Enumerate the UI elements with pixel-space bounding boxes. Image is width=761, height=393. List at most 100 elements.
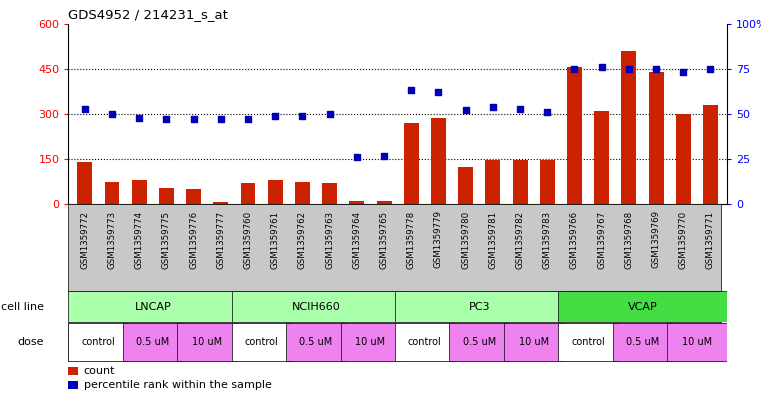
Bar <box>486 160 500 204</box>
Text: GSM1359782: GSM1359782 <box>515 210 524 268</box>
Text: 0.5 uM: 0.5 uM <box>299 337 333 347</box>
Bar <box>159 188 174 204</box>
Bar <box>458 167 473 204</box>
Bar <box>449 323 509 361</box>
Text: dose: dose <box>18 337 44 347</box>
Text: 0.5 uM: 0.5 uM <box>463 337 496 347</box>
Point <box>596 64 608 70</box>
Point <box>269 113 282 119</box>
Text: percentile rank within the sample: percentile rank within the sample <box>84 380 272 390</box>
Bar <box>295 182 310 204</box>
Point <box>460 107 472 114</box>
Bar <box>268 180 282 204</box>
Text: 10 uM: 10 uM <box>682 337 712 347</box>
Text: GSM1359778: GSM1359778 <box>406 210 416 268</box>
Bar <box>286 323 346 361</box>
Text: 0.5 uM: 0.5 uM <box>626 337 659 347</box>
Bar <box>567 67 582 204</box>
Bar <box>340 323 400 361</box>
Bar <box>68 291 237 322</box>
Bar <box>404 123 419 204</box>
Point <box>487 104 499 110</box>
Bar <box>78 162 92 204</box>
Text: 10 uM: 10 uM <box>355 337 386 347</box>
Bar <box>540 160 555 204</box>
Bar <box>648 72 664 204</box>
Point <box>78 105 91 112</box>
Bar <box>231 291 400 322</box>
Text: GSM1359760: GSM1359760 <box>244 210 253 268</box>
Text: GSM1359764: GSM1359764 <box>352 210 361 268</box>
Bar <box>558 291 727 322</box>
Bar <box>621 51 636 204</box>
Text: VCAP: VCAP <box>628 301 658 312</box>
Text: PC3: PC3 <box>469 301 490 312</box>
Text: GSM1359779: GSM1359779 <box>434 210 443 268</box>
Text: GSM1359770: GSM1359770 <box>679 210 688 268</box>
Bar <box>613 323 673 361</box>
Bar <box>504 323 564 361</box>
Text: GSM1359773: GSM1359773 <box>107 210 116 268</box>
Bar <box>68 323 129 361</box>
Bar <box>558 323 618 361</box>
Bar <box>395 323 455 361</box>
Point <box>106 111 118 117</box>
Text: control: control <box>245 337 279 347</box>
Bar <box>322 183 337 204</box>
Bar <box>68 381 78 389</box>
Bar <box>68 367 78 375</box>
Text: GSM1359766: GSM1359766 <box>570 210 579 268</box>
Text: GSM1359780: GSM1359780 <box>461 210 470 268</box>
Bar <box>594 111 609 204</box>
Text: GSM1359769: GSM1359769 <box>651 210 661 268</box>
Bar <box>240 183 256 204</box>
Bar <box>703 105 718 204</box>
Bar <box>667 323 727 361</box>
Point <box>378 152 390 159</box>
Text: GSM1359765: GSM1359765 <box>380 210 389 268</box>
Text: NCIH660: NCIH660 <box>291 301 340 312</box>
Bar <box>177 323 237 361</box>
Text: cell line: cell line <box>1 301 44 312</box>
Text: LNCAP: LNCAP <box>135 301 171 312</box>
Text: GSM1359772: GSM1359772 <box>81 210 89 268</box>
Text: GSM1359768: GSM1359768 <box>624 210 633 268</box>
Text: 10 uM: 10 uM <box>518 337 549 347</box>
Point <box>677 69 689 75</box>
Text: control: control <box>572 337 605 347</box>
Point <box>541 109 553 115</box>
Text: GSM1359763: GSM1359763 <box>325 210 334 268</box>
Text: GSM1359761: GSM1359761 <box>271 210 280 268</box>
Text: 10 uM: 10 uM <box>193 337 222 347</box>
Text: GSM1359775: GSM1359775 <box>162 210 171 268</box>
Point <box>161 116 173 123</box>
Point <box>323 111 336 117</box>
Point <box>568 66 581 72</box>
Bar <box>676 114 691 204</box>
Text: GSM1359774: GSM1359774 <box>135 210 144 268</box>
Text: GSM1359767: GSM1359767 <box>597 210 606 268</box>
Text: GDS4952 / 214231_s_at: GDS4952 / 214231_s_at <box>68 8 228 21</box>
Bar <box>213 202 228 204</box>
Text: control: control <box>408 337 441 347</box>
Text: GSM1359783: GSM1359783 <box>543 210 552 268</box>
Point <box>351 154 363 160</box>
Bar <box>231 323 291 361</box>
Point <box>215 116 227 123</box>
Bar <box>431 119 446 204</box>
Point <box>187 116 199 123</box>
Point <box>650 66 662 72</box>
Bar <box>104 182 119 204</box>
Bar <box>186 189 201 204</box>
Text: GSM1359776: GSM1359776 <box>189 210 198 268</box>
Point <box>405 87 417 94</box>
Point <box>133 114 145 121</box>
Point <box>242 116 254 123</box>
Text: 0.5 uM: 0.5 uM <box>136 337 170 347</box>
Bar <box>349 201 365 204</box>
Text: GSM1359777: GSM1359777 <box>216 210 225 268</box>
Point <box>296 113 308 119</box>
Point <box>622 66 635 72</box>
Bar <box>377 201 391 204</box>
Point <box>514 105 526 112</box>
